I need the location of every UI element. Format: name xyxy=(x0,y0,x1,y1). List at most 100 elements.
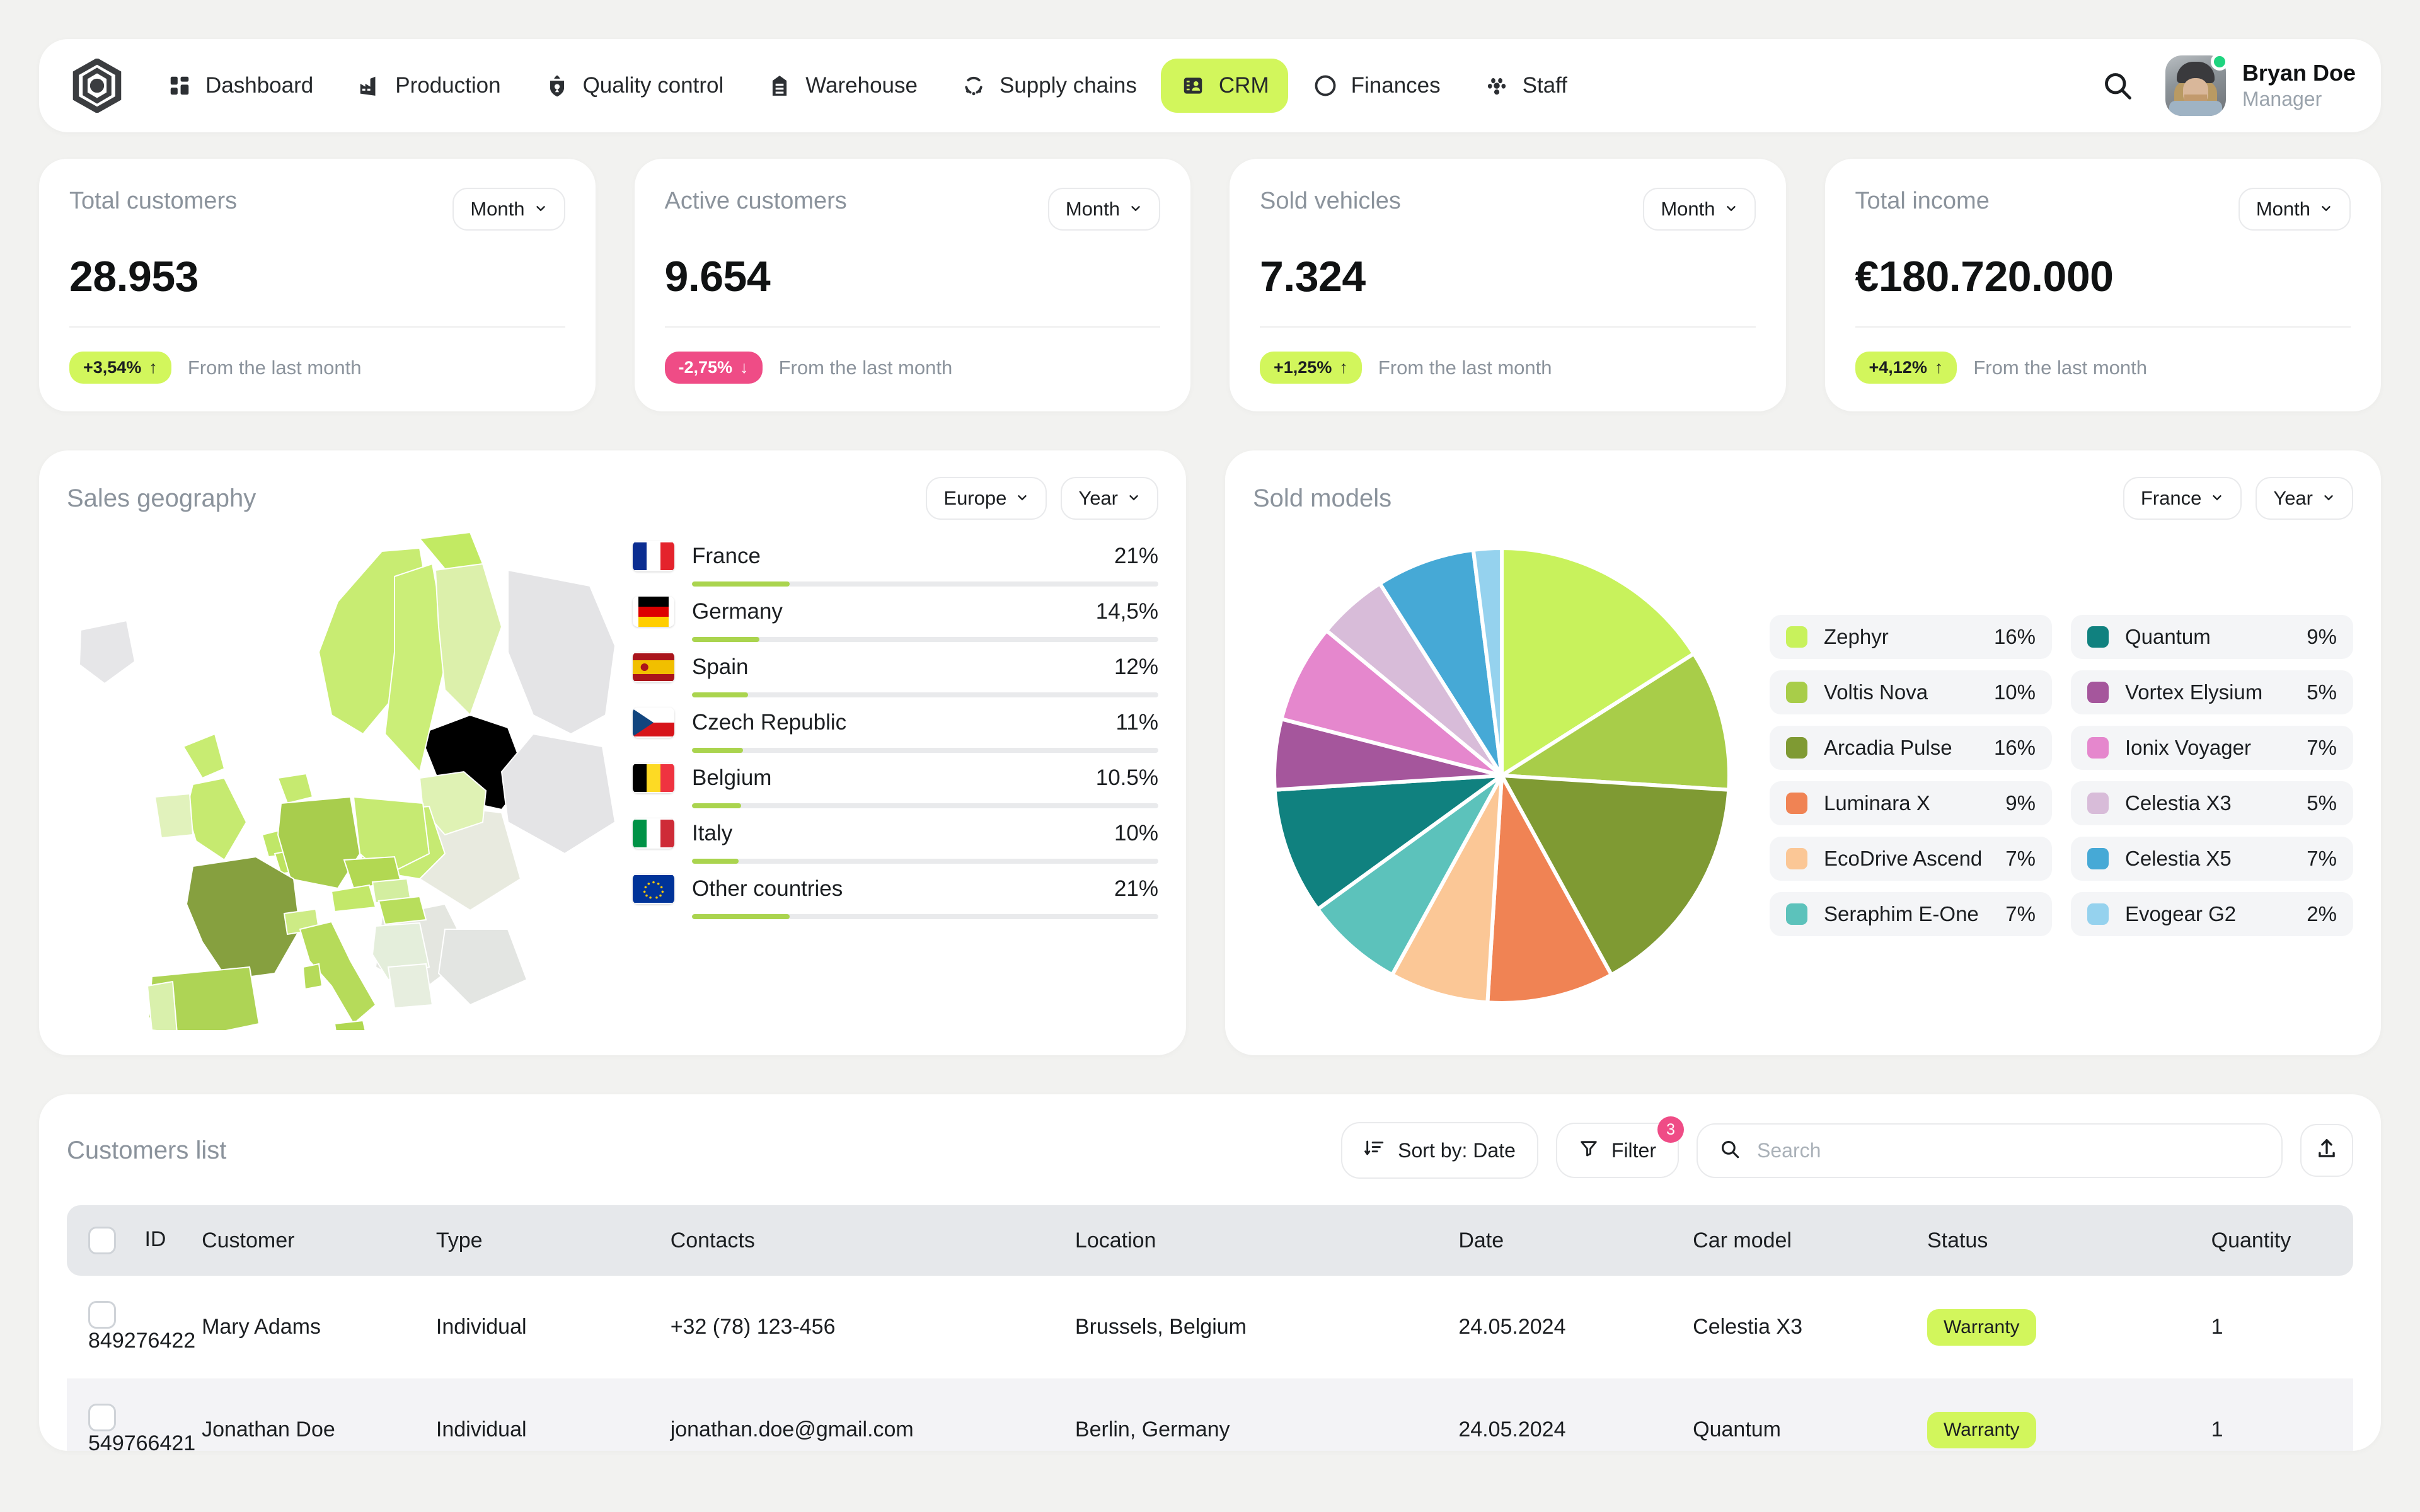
row-type: Individual xyxy=(435,1315,527,1339)
search-field[interactable] xyxy=(1697,1123,2283,1178)
country-label: France xyxy=(2140,487,2202,509)
country-row[interactable]: France 21% xyxy=(633,541,1158,587)
kpi-delta-badge: +4,12% ↑ xyxy=(1855,352,1957,384)
period-dropdown[interactable]: Month xyxy=(1643,188,1756,231)
region-dropdown[interactable]: Europe xyxy=(926,477,1047,520)
period-dropdown[interactable]: Year xyxy=(2256,477,2353,520)
nav-item-crm[interactable]: CRM xyxy=(1160,59,1288,113)
kpi-delta-badge: -2,75% ↓ xyxy=(664,352,763,384)
panel-title: Sold models xyxy=(1253,484,1392,512)
country-row[interactable]: Belgium 10.5% xyxy=(633,763,1158,808)
pie-slice-ionix-voyager[interactable] xyxy=(1279,627,1503,777)
legend-label: Evogear G2 xyxy=(2125,902,2237,925)
filter-button[interactable]: Filter 3 xyxy=(1555,1116,1684,1178)
nav-label: Staff xyxy=(1522,73,1567,98)
europe-choropleth-map[interactable] xyxy=(67,526,621,1045)
nav-item-staff[interactable]: Staff xyxy=(1465,59,1586,113)
pie-slice-zephyr[interactable] xyxy=(1499,546,1697,779)
legend-swatch xyxy=(1786,626,1807,648)
chevron-down-icon xyxy=(534,198,548,220)
period-label: Month xyxy=(2256,198,2310,220)
arrow-up-icon: ↑ xyxy=(149,358,158,377)
select-all-checkbox[interactable] xyxy=(88,1227,116,1254)
country-row[interactable]: Other countries 21% xyxy=(633,874,1158,919)
avatar xyxy=(2165,53,2228,116)
app-logo[interactable] xyxy=(66,54,129,117)
country-row[interactable]: Spain 12% xyxy=(633,652,1158,697)
country-row[interactable]: Germany 14,5% xyxy=(633,597,1158,642)
contact-card-icon xyxy=(1180,72,1206,99)
export-button[interactable] xyxy=(2300,1124,2353,1177)
legend-item[interactable]: EcoDrive Ascend 7% xyxy=(1770,837,2052,881)
legend-value: 9% xyxy=(2307,625,2337,648)
legend-item[interactable]: Vortex Elysium 5% xyxy=(2071,670,2353,714)
nav-item-supply-chains[interactable]: Supply chains xyxy=(942,59,1156,113)
nav-item-warehouse[interactable]: Warehouse xyxy=(747,59,936,113)
legend-swatch xyxy=(2087,682,2109,703)
period-dropdown[interactable]: Month xyxy=(452,188,565,231)
country-share: 21% xyxy=(1114,544,1158,568)
row-checkbox[interactable] xyxy=(88,1301,116,1329)
country-share: 14,5% xyxy=(1095,599,1158,624)
nav-item-quality-control[interactable]: Quality control xyxy=(525,59,743,113)
flag-czech-republic-icon xyxy=(633,707,674,738)
arrow-up-icon: ↑ xyxy=(1339,358,1348,377)
country-row[interactable]: Czech Republic 11% xyxy=(633,707,1158,753)
legend-item[interactable]: Celestia X5 7% xyxy=(2071,837,2353,881)
legend-label: Celestia X3 xyxy=(2125,791,2232,815)
sales-geography-panel: Sales geography Europe Year xyxy=(39,450,1186,1055)
country-row[interactable]: Italy 10% xyxy=(633,818,1158,864)
legend-item[interactable]: Luminara X 9% xyxy=(1770,781,2052,825)
period-label: Month xyxy=(1661,198,1715,220)
pie-slice-quantum[interactable] xyxy=(1272,773,1509,912)
legend-item[interactable]: Celestia X3 5% xyxy=(2071,781,2353,825)
legend-item[interactable]: Voltis Nova 10% xyxy=(1770,670,2052,714)
status-badge: Warranty xyxy=(1927,1411,2036,1448)
row-date: 24.05.2024 xyxy=(1458,1418,1566,1441)
user-profile[interactable]: Bryan Doe Manager xyxy=(2165,53,2356,116)
table-row[interactable]: 549766421 Jonathan Doe Individual jonath… xyxy=(67,1378,2353,1451)
legend-item[interactable]: Arcadia Pulse 16% xyxy=(1770,726,2052,770)
nav-item-finances[interactable]: Finances xyxy=(1293,59,1460,113)
search-input[interactable] xyxy=(1757,1138,2260,1162)
flag-european-union-icon xyxy=(633,874,674,904)
period-dropdown[interactable]: Month xyxy=(1047,188,1160,231)
customers-table: ID Customer Type Contacts Location Date … xyxy=(67,1205,2353,1451)
legend-item[interactable]: Zephyr 16% xyxy=(1770,615,2052,659)
table-row[interactable]: 849276422 Mary Adams Individual +32 (78)… xyxy=(67,1276,2353,1378)
filter-count-badge: 3 xyxy=(1657,1116,1684,1143)
nav-item-production[interactable]: Production xyxy=(337,59,519,113)
pie-slice-evogear-g2[interactable] xyxy=(1471,546,1504,776)
pie-legend: Zephyr 16% Quantum 9% Voltis Nova 10% Vorte… xyxy=(1770,615,2353,936)
page-title: Customers list xyxy=(67,1136,227,1164)
legend-item[interactable]: Ionix Voyager 7% xyxy=(2071,726,2353,770)
legend-item[interactable]: Seraphim E-One 7% xyxy=(1770,892,2052,936)
row-id: 849276422 xyxy=(88,1329,196,1353)
sort-button[interactable]: Sort by: Date xyxy=(1341,1122,1538,1179)
pie-slice-ecodrive-ascend[interactable] xyxy=(1389,774,1504,1005)
pie-slice-luminara-x[interactable] xyxy=(1485,769,1615,1005)
country-dropdown[interactable]: France xyxy=(2123,477,2242,520)
legend-label: Zephyr xyxy=(1824,625,1889,648)
legend-item[interactable]: Quantum 9% xyxy=(2071,615,2353,659)
row-contact: +32 (78) 123-456 xyxy=(670,1315,836,1339)
search-icon[interactable] xyxy=(2099,67,2136,105)
row-checkbox[interactable] xyxy=(88,1404,116,1431)
legend-label: Voltis Nova xyxy=(1824,680,1928,704)
nav-item-dashboard[interactable]: Dashboard xyxy=(147,59,332,113)
legend-label: Arcadia Pulse xyxy=(1824,736,1952,759)
pie-slice-arcadia-pulse[interactable] xyxy=(1498,773,1731,978)
people-icon xyxy=(1484,72,1510,99)
pie-slice-voltis-nova[interactable] xyxy=(1495,651,1731,792)
flag-germany-icon xyxy=(633,597,674,627)
panel-title: Sales geography xyxy=(67,484,256,512)
legend-value: 16% xyxy=(1993,736,2036,759)
pie-slice-celestia-x5[interactable] xyxy=(1377,547,1504,777)
period-dropdown[interactable]: Month xyxy=(2238,188,2351,231)
period-dropdown[interactable]: Year xyxy=(1061,477,1158,520)
pie-slice-seraphim-e-one[interactable] xyxy=(1315,774,1504,978)
legend-item[interactable]: Evogear G2 2% xyxy=(2071,892,2353,936)
sold-models-pie-chart[interactable] xyxy=(1253,524,1751,1028)
legend-swatch xyxy=(1786,682,1807,703)
legend-swatch xyxy=(1786,793,1807,814)
